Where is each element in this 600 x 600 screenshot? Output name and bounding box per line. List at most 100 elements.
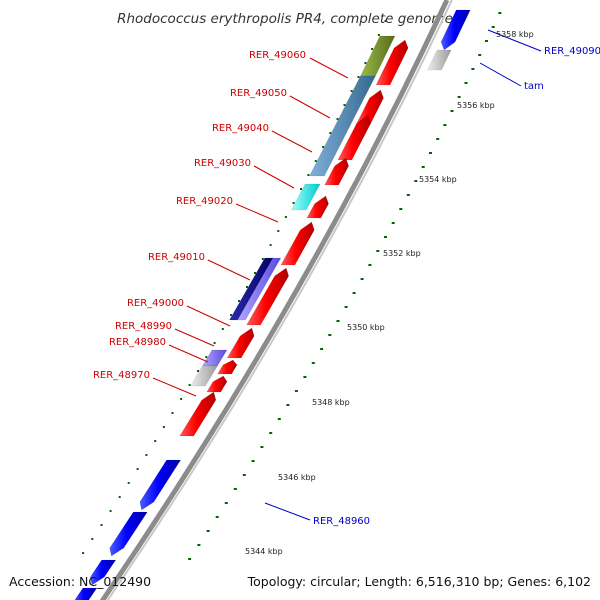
forward-gene-arrow (246, 267, 289, 326)
gene-labels: RER_49060 RER_49050 RER_49040 RER_49030 … (93, 46, 600, 527)
tick-dot (384, 236, 387, 238)
tick-dot (162, 426, 165, 428)
tick-dot (322, 146, 325, 148)
tick-dot (376, 250, 380, 252)
tick-dots (82, 12, 502, 560)
tick-dot (224, 502, 228, 504)
gene-label-RER_48960[interactable]: RER_48960 (313, 516, 370, 527)
tick-dot (251, 460, 255, 462)
tick-dot (118, 496, 121, 498)
tick-dot (294, 390, 298, 392)
tick-dot (429, 152, 432, 154)
accession-text: Accession: NC_012490 (9, 574, 151, 589)
gene-label-RER_49030[interactable]: RER_49030 (194, 158, 251, 169)
tick-dot (197, 370, 199, 372)
gene-label-RER_49050[interactable]: RER_49050 (230, 88, 287, 99)
tick-dot (414, 180, 418, 182)
gene-label-RER_49090[interactable]: RER_49090 (544, 46, 600, 57)
reverse-gene-arrow (74, 587, 98, 600)
tick-dot (450, 110, 454, 112)
tick-dot (221, 328, 224, 330)
tick-dot (206, 530, 210, 532)
tick-dot (300, 188, 302, 190)
tick-dot (329, 132, 332, 134)
leader-line (168, 344, 209, 363)
backbone-inner (106, 0, 453, 600)
reverse-gene-arrow (440, 9, 471, 51)
tick-dot (197, 544, 201, 546)
tick-label: 5350 kbp (347, 323, 385, 332)
gene-label-RER_49020[interactable]: RER_49020 (176, 196, 233, 207)
tick-dot (360, 278, 364, 280)
leader-line (487, 29, 542, 52)
gene-label-RER_49010[interactable]: RER_49010 (148, 252, 205, 263)
tick-dot (421, 166, 425, 168)
backbone-outer (99, 0, 450, 600)
tick-dot (230, 314, 232, 316)
tick-dot (246, 286, 248, 288)
forward-gene-arrow (375, 39, 409, 86)
tick-dot (307, 174, 310, 176)
tick-dot (436, 138, 440, 140)
cog-box-gray (189, 365, 218, 387)
tick-dot (350, 90, 353, 92)
tick-dot (371, 48, 374, 50)
leader-line (289, 95, 331, 119)
tick-dot (498, 12, 502, 14)
leader-line (479, 62, 522, 87)
gene-label-tam[interactable]: tam (524, 81, 544, 92)
tick-dot (357, 76, 360, 78)
tick-label: 5352 kbp (383, 249, 421, 258)
tick-dot (491, 26, 495, 28)
genome-backbone (99, 0, 453, 600)
tick-dot (399, 208, 403, 210)
cog-box-steel (308, 75, 376, 177)
gene-label-RER_49060[interactable]: RER_49060 (249, 50, 306, 61)
label-leaders (152, 29, 542, 521)
tick-dot (343, 104, 346, 106)
tick-dot (406, 194, 410, 196)
reverse-gene-arrow (90, 559, 117, 586)
reverse-gene-arrow (139, 459, 182, 511)
tick-dot (171, 412, 174, 414)
tick-dot (100, 524, 103, 526)
leader-line (309, 57, 349, 79)
tick-dot (215, 516, 219, 518)
tick-dot (260, 446, 264, 448)
tick-dot (154, 440, 157, 442)
tick-dot (277, 230, 280, 232)
cog-box-gray (427, 49, 452, 71)
leader-line (235, 203, 279, 223)
tick-dot (254, 272, 256, 274)
tick-label: 5358 kbp (496, 30, 534, 39)
leader-line (271, 130, 313, 153)
forward-gene-arrow (324, 157, 349, 186)
forward-gene-arrow (226, 327, 255, 359)
tick-label: 5344 kbp (245, 547, 283, 556)
tick-dot (233, 488, 237, 490)
tick-dot (352, 292, 356, 294)
gene-label-RER_48970[interactable]: RER_48970 (93, 370, 150, 381)
leader-line (174, 328, 215, 347)
cog-box-cyan (290, 183, 321, 211)
forward-gene-arrow (206, 375, 228, 393)
gene-features (74, 9, 471, 600)
tick-dot (314, 160, 317, 162)
tick-dot (464, 82, 468, 84)
genome-summary-text: Topology: circular; Length: 6,516,310 bp… (247, 574, 591, 589)
forward-gene-arrow (306, 195, 329, 219)
tick-dot (188, 558, 192, 560)
leader-line (253, 165, 295, 189)
tick-dot (311, 362, 315, 364)
leader-line (152, 377, 197, 397)
gene-label-RER_49040[interactable]: RER_49040 (212, 123, 269, 134)
gene-label-RER_48980[interactable]: RER_48980 (109, 337, 166, 348)
tick-dot (109, 510, 112, 512)
tick-dot (328, 334, 332, 336)
gene-label-RER_48990[interactable]: RER_48990 (115, 321, 172, 332)
map-title: Rhodococcus erythropolis PR4, complete g… (117, 11, 453, 27)
tick-dot (205, 356, 208, 358)
gene-label-RER_49000[interactable]: RER_49000 (127, 298, 184, 309)
